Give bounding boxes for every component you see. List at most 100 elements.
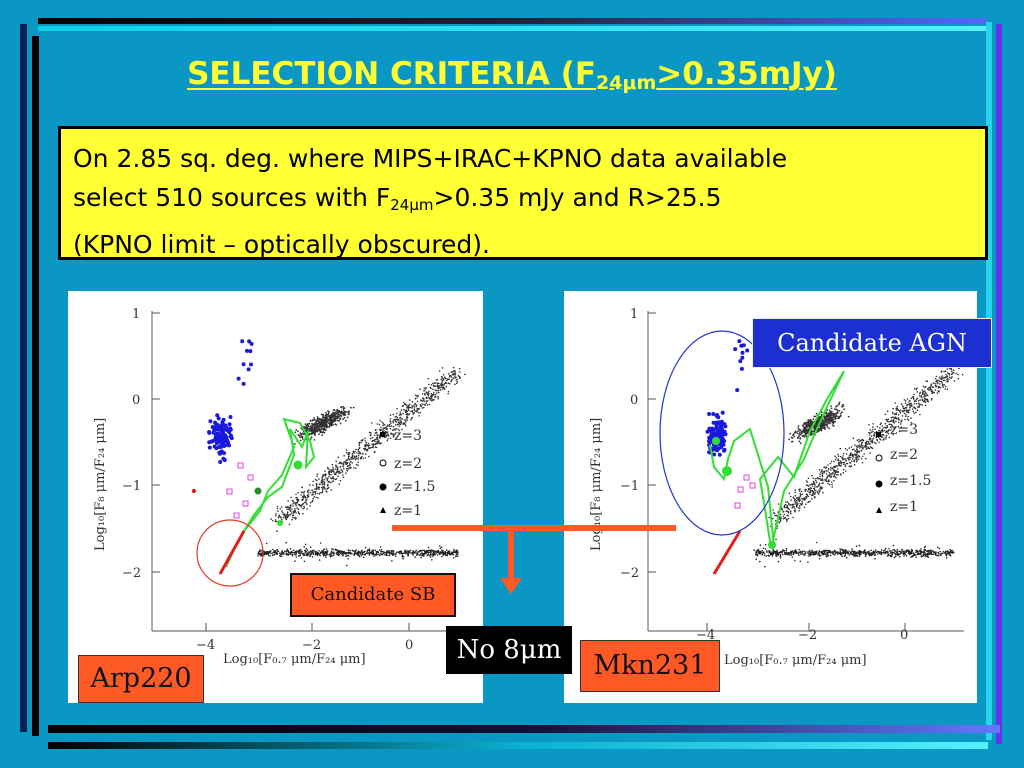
scatter-point <box>353 467 355 469</box>
scatter-point <box>371 436 374 439</box>
scatter-point <box>321 490 324 493</box>
scatter-point <box>348 452 351 454</box>
scatter-point <box>782 517 785 520</box>
scatter-point <box>923 549 926 552</box>
scatter-point <box>285 517 287 520</box>
scatter-point <box>787 502 790 505</box>
scatter-point <box>313 439 316 441</box>
scatter-point <box>280 518 283 521</box>
scatter-point <box>798 428 800 431</box>
scatter-point <box>799 492 802 495</box>
scatter-point <box>780 517 782 519</box>
scatter-point <box>361 438 364 441</box>
scatter-point <box>371 446 373 449</box>
scatter-point <box>807 490 809 492</box>
scatter-point <box>394 553 397 556</box>
scatter-point <box>842 405 844 408</box>
scatter-point <box>778 552 780 554</box>
scatter-point <box>374 440 376 443</box>
scatter-point <box>798 500 801 503</box>
scatter-point <box>874 551 876 553</box>
scatter-point <box>304 496 307 499</box>
scatter-point <box>763 554 766 557</box>
scatter-point <box>294 503 297 505</box>
scatter-point <box>432 399 434 401</box>
scatter-point <box>378 434 380 436</box>
scatter-point <box>823 551 826 554</box>
blue-point <box>720 437 725 442</box>
scatter-point <box>893 556 896 559</box>
scatter-point <box>895 409 898 411</box>
legend-z2: z=2 <box>890 447 918 463</box>
scatter-point <box>892 416 895 419</box>
scatter-point <box>909 399 911 402</box>
scatter-point <box>948 554 951 556</box>
scatter-point <box>864 555 867 557</box>
scatter-point <box>330 469 333 471</box>
scatter-point <box>301 491 304 494</box>
scatter-point <box>366 551 368 553</box>
scatter-point <box>400 422 403 424</box>
scatter-point <box>290 504 292 506</box>
scatter-point <box>924 391 927 394</box>
scatter-point <box>373 434 376 437</box>
scatter-point <box>807 431 809 433</box>
scatter-point <box>455 549 458 551</box>
scatter-point <box>881 425 883 427</box>
scatter-point <box>319 431 322 433</box>
scatter-point <box>844 448 847 450</box>
scatter-point <box>307 493 310 496</box>
scatter-point <box>800 490 803 493</box>
scatter-point <box>787 517 790 520</box>
scatter-point <box>368 455 370 458</box>
scatter-point <box>326 553 329 556</box>
scatter-point <box>895 413 897 416</box>
legend-marker-z2 <box>379 459 387 467</box>
scatter-point <box>775 551 777 554</box>
scatter-point <box>844 458 847 460</box>
scatter-point <box>799 495 801 498</box>
scatter-point <box>868 423 870 426</box>
scatter-point <box>355 467 357 469</box>
scatter-point <box>291 550 293 553</box>
scatter-point <box>411 405 413 407</box>
scatter-point <box>860 550 862 553</box>
scatter-point <box>355 463 358 466</box>
scatter-point <box>939 550 941 553</box>
scatter-point <box>313 433 316 436</box>
scatter-point <box>335 412 337 415</box>
scatter-point <box>414 394 417 397</box>
scatter-point <box>276 553 279 556</box>
scatter-point <box>922 550 924 553</box>
scatter-point <box>317 428 320 431</box>
scatter-point <box>817 430 819 433</box>
scatter-point <box>319 425 322 428</box>
scatter-point <box>866 448 868 450</box>
scatter-point <box>373 439 376 441</box>
scatter-point <box>337 475 339 477</box>
scatter-point <box>783 505 785 508</box>
scatter-point <box>304 427 307 430</box>
scatter-point <box>287 553 289 556</box>
scatter-point <box>319 419 322 421</box>
scatter-point <box>331 477 333 480</box>
scatter-point <box>826 552 829 554</box>
scatter-point <box>805 497 808 499</box>
scatter-point <box>872 437 875 440</box>
blue-point <box>717 420 722 425</box>
scatter-point <box>380 426 382 429</box>
scatter-point <box>377 553 380 556</box>
scatter-point <box>875 442 877 445</box>
scatter-point <box>820 479 822 481</box>
scatter-point <box>398 414 401 416</box>
scatter-point <box>426 549 428 552</box>
scatter-point <box>776 553 779 555</box>
blue-point <box>208 419 213 424</box>
scatter-point <box>422 399 425 402</box>
scatter-point <box>921 396 923 399</box>
scatter-point <box>387 434 389 437</box>
scatter-point <box>289 547 292 550</box>
scatter-point <box>303 505 305 508</box>
right-xtick-0: 0 <box>900 628 908 643</box>
blue-point <box>216 439 221 444</box>
